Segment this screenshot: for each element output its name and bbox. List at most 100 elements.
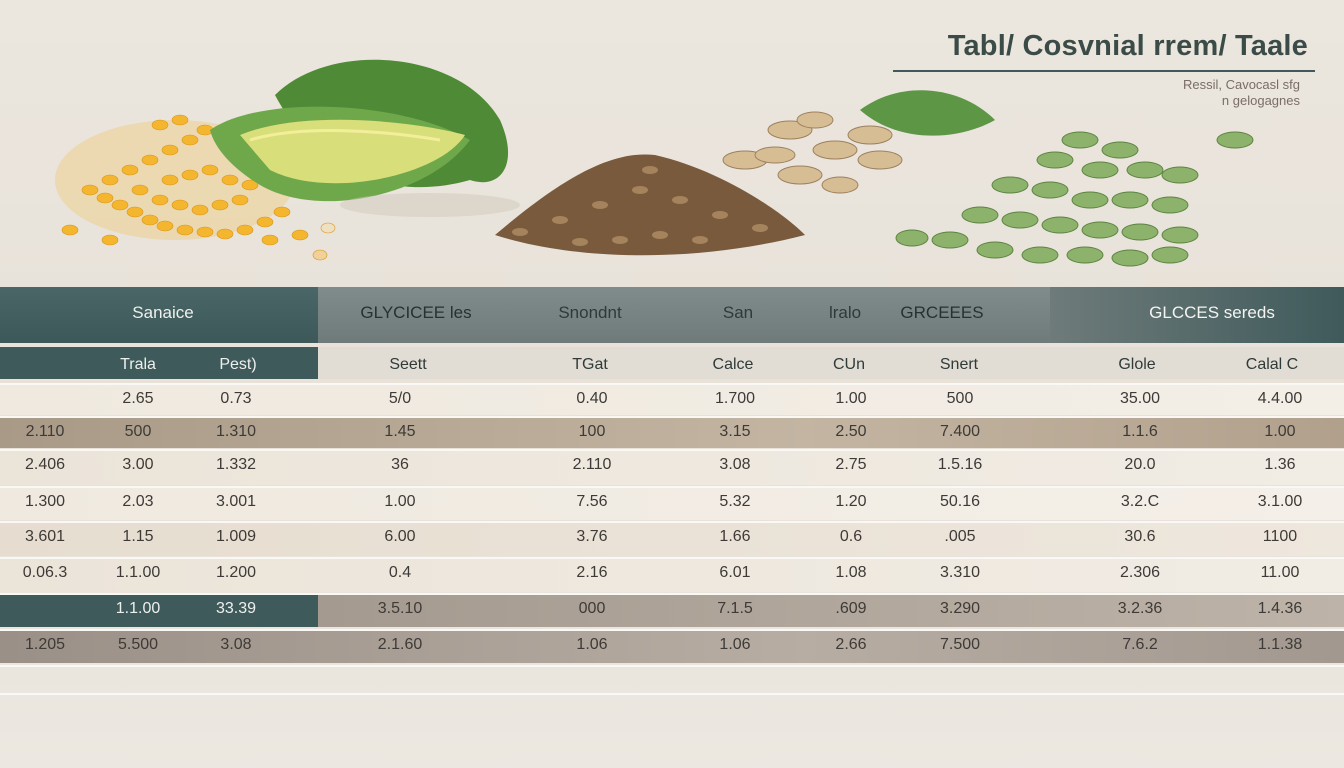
table-divider [0, 665, 1344, 667]
table-cell: 1.66 [719, 528, 751, 545]
pumpkin-seeds-icon [895, 131, 1254, 267]
table-cell: 3.08 [220, 636, 252, 653]
table-cell: 4.4.00 [1257, 390, 1303, 407]
table-cell: 5.500 [117, 636, 159, 653]
table-cell: 1.20 [835, 493, 867, 510]
subheader-cell: Seett [389, 356, 427, 373]
table-cell: 3.290 [939, 600, 981, 617]
table-cell: 1.06 [576, 636, 608, 653]
table-cell: 1.00 [1264, 423, 1296, 440]
table-cell: 000 [578, 600, 606, 617]
table-cell: 3.1.00 [1257, 493, 1303, 510]
table-cell: 1.1.00 [115, 600, 161, 617]
seeds-illustration [55, 59, 1254, 267]
table-row [0, 383, 1344, 415]
header-cell: Sanaice [132, 303, 194, 322]
table-cell: 7.400 [939, 423, 981, 440]
table-cell: 3.2.C [1120, 493, 1160, 510]
table-cell: 1.300 [24, 493, 66, 510]
table-row [0, 521, 1344, 556]
table-cell: 50.16 [939, 493, 981, 510]
table-cell: 1.1.00 [115, 564, 161, 581]
table-cell: 0.73 [220, 390, 252, 407]
flaxseed-pile-icon [495, 154, 805, 256]
subheader-cell: TGat [572, 356, 608, 373]
table-cell: 500 [946, 390, 974, 407]
table-cell: 1.45 [384, 423, 416, 440]
table-cell: 6.00 [384, 528, 416, 545]
table-cell: 1.310 [215, 423, 257, 440]
table-cell: 2.16 [576, 564, 608, 581]
table-cell: 7.6.2 [1122, 636, 1158, 653]
table-cell: 0.4 [388, 564, 412, 581]
table-cell: 1.1.38 [1257, 636, 1303, 653]
table-cell: 36 [391, 456, 409, 473]
table-cell: 3.2.36 [1117, 600, 1163, 617]
table-cell: 1.06 [719, 636, 751, 653]
header-row-1 [0, 287, 1344, 343]
table-cell: 2.306 [1119, 564, 1161, 581]
header-cell: Snondnt [558, 303, 622, 322]
title-block: Tabl/ Cosvnial rrem/ Taale [948, 30, 1308, 63]
table-cell: 5.32 [719, 493, 751, 510]
table-cell: 6.01 [719, 564, 751, 581]
table-cell: 1.700 [714, 390, 756, 407]
table-cell: 1.009 [215, 528, 257, 545]
table-cell: 3.601 [24, 528, 66, 545]
table-cell: 1.15 [122, 528, 154, 545]
avocado-leaf-icon [210, 59, 520, 217]
table-cell: 11.00 [1260, 564, 1300, 581]
table-cell: 1.1.6 [1122, 423, 1158, 440]
table-cell: 1.00 [384, 493, 416, 510]
table-cell: 3.15 [719, 423, 751, 440]
subheader-cell: Pest) [219, 356, 257, 373]
table-cell: 0.06.3 [22, 564, 68, 581]
table-cell: 2.66 [835, 636, 867, 653]
table-cell: 33.39 [215, 600, 257, 617]
table-cell: 2.75 [835, 456, 867, 473]
header-cell: San [722, 303, 754, 322]
subtitle-line-1: Ressil, Cavocasl sfg [1182, 77, 1300, 92]
table-row [0, 486, 1344, 520]
table-cell: 1.200 [215, 564, 257, 581]
header-cell: GLCCES sereds [1149, 303, 1275, 322]
table-cell: 2.65 [122, 390, 154, 407]
table-cell: 1.205 [24, 636, 66, 653]
subheader-cell: Snert [939, 356, 979, 373]
table-cell: 500 [124, 423, 152, 440]
table-cell: 2.110 [572, 456, 612, 473]
table-cell: 100 [578, 423, 606, 440]
table-row [0, 416, 1344, 448]
table-cell: 7.1.5 [717, 600, 753, 617]
table-cell: 2.406 [24, 456, 66, 473]
table-cell: 3.310 [939, 564, 981, 581]
table-row [0, 593, 1344, 627]
table-cell: 7.56 [576, 493, 608, 510]
table-cell: 1.36 [1264, 456, 1296, 473]
table-cell: 1.5.16 [937, 456, 983, 473]
table-cell: 1.4.36 [1257, 600, 1303, 617]
header-row-2 [0, 347, 1344, 379]
subheader-cell: Calce [712, 356, 754, 373]
table-cell: 1.332 [215, 456, 257, 473]
page-title: Tabl/ Cosvnial rrem/ Taale [947, 30, 1308, 62]
subtitle: Ressil, Cavocasl sfg n gelogagnes [1183, 77, 1300, 109]
header-cell: lralo [828, 303, 862, 322]
title-rule [893, 70, 1315, 72]
table-cell: 1.08 [835, 564, 867, 581]
table-cell: 7.500 [939, 636, 981, 653]
table-cell: 0.6 [839, 528, 863, 545]
table-cell: 3.001 [215, 493, 257, 510]
table-cell: 1.00 [835, 390, 867, 407]
table-cell: 5/0 [388, 390, 412, 407]
subheader-cell: Calal C [1245, 356, 1299, 373]
table-cell: 0.40 [576, 390, 608, 407]
header-cell: GLYCICEE les [360, 303, 472, 322]
sunflower-seeds-icon [722, 90, 995, 194]
table-cell: 30.6 [1124, 528, 1156, 545]
header-cell: GRCEEES [900, 303, 984, 322]
table-cell: 3.76 [576, 528, 608, 545]
table-cell: 2.110 [25, 423, 65, 440]
table-cell: 3.00 [122, 456, 154, 473]
